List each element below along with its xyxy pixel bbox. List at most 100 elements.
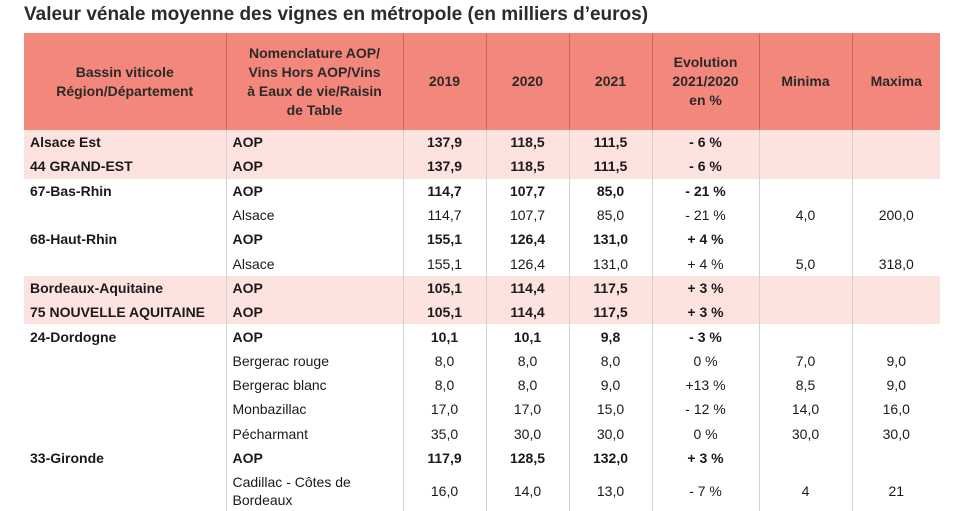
cell-evolution: - 3 % bbox=[651, 324, 759, 349]
cell-2021: 131,0 bbox=[568, 227, 652, 252]
cell-2020: 107,7 bbox=[485, 178, 569, 203]
cell-minima bbox=[758, 275, 852, 301]
cell-2021: 9,8 bbox=[568, 324, 652, 349]
cell-maxima: 21 bbox=[851, 470, 940, 511]
cell-maxima bbox=[851, 324, 940, 349]
cell-minima: 7,0 bbox=[758, 348, 852, 373]
cell-region: 67-Bas-Rhin bbox=[30, 182, 112, 199]
cell-2020: 126,4 bbox=[485, 251, 569, 276]
cell-region bbox=[24, 397, 226, 421]
cell-maxima: 30,0 bbox=[851, 421, 940, 446]
cell-minima: 4 bbox=[758, 470, 852, 511]
cell-2019: 8,0 bbox=[402, 348, 486, 373]
table-row: Pécharmant 35,0 30,0 30,0 0 % 30,0 30,0 bbox=[24, 421, 940, 446]
cell-nomenclature: Bergerac rouge bbox=[225, 348, 403, 373]
cell-nomenclature: AOP bbox=[225, 130, 403, 155]
cell-nomenclature: AOP bbox=[225, 445, 403, 471]
cell-region: Alsace Est bbox=[24, 130, 226, 155]
cell-region bbox=[24, 251, 226, 275]
table-row: 68-Haut-Rhin AOP 155,1 126,4 131,0 + 4 % bbox=[24, 227, 940, 252]
cell-maxima bbox=[851, 130, 940, 155]
vineyard-value-table: Bassin viticole Région/Département Nomen… bbox=[24, 33, 940, 511]
cell-2020: 126,4 bbox=[485, 227, 569, 252]
cell-nomenclature: AOP bbox=[225, 154, 403, 179]
table-row: 44 GRAND-EST AOP 137,9 118,5 111,5- 6 % bbox=[24, 154, 940, 179]
cell-region: 68-Haut-Rhin bbox=[30, 231, 118, 248]
cell-2020: 14,0 bbox=[485, 470, 569, 511]
cell-minima bbox=[758, 154, 852, 179]
cell-2021: 111,5 bbox=[568, 154, 652, 179]
table-row: Alsace 114,7 107,7 85,0- 21 % 4,0 200,0 bbox=[24, 202, 940, 228]
cell-2020: 17,0 bbox=[485, 397, 569, 422]
cell-minima bbox=[758, 445, 852, 471]
cell-2021: 85,0 bbox=[568, 202, 652, 228]
cell-2019: 17,0 bbox=[402, 397, 486, 422]
table-row: 75 NOUVELLE AQUITAINE AOP 105,1 114,4 117,5 +… bbox=[24, 300, 940, 325]
cell-region bbox=[24, 203, 226, 227]
cell-evolution: - 12 % bbox=[651, 397, 759, 422]
cell-2020: 8,0 bbox=[485, 372, 569, 398]
cell-evolution: - 6 % bbox=[651, 154, 759, 179]
table-row: 24-Dordogne AOP 10,1 10,1 9,8- 3 % bbox=[24, 324, 940, 349]
cell-minima bbox=[758, 300, 852, 325]
table-row: 67-Bas-Rhin AOP 114,7 107,7 85,0- 21 % bbox=[24, 178, 940, 203]
cell-evolution: - 6 % bbox=[651, 130, 759, 155]
header-nomenclature: Nomenclature AOP/ Vins Hors AOP/Vins à E… bbox=[225, 33, 403, 130]
cell-maxima bbox=[851, 445, 940, 471]
cell-2021: 15,0 bbox=[568, 397, 652, 422]
table-row: Bergerac rouge 8,0 8,0 8,0 0 % 7,0 9,0 bbox=[24, 348, 940, 373]
cell-region bbox=[24, 373, 226, 397]
table-row: Bordeaux-Aquitaine AOP 105,1 114,4 117,5 + 3 … bbox=[24, 275, 940, 301]
cell-maxima: 318,0 bbox=[851, 251, 940, 276]
cell-nomenclature: AOP bbox=[225, 324, 403, 349]
cell-2019: 117,9 bbox=[402, 445, 486, 471]
cell-evolution: - 21 % bbox=[651, 202, 759, 228]
cell-region: 24-Dordogne bbox=[30, 328, 117, 345]
cell-evolution: + 4 % bbox=[651, 251, 759, 276]
cell-2019: 114,7 bbox=[402, 178, 486, 203]
cell-minima bbox=[758, 178, 852, 203]
header-2021: 2021 bbox=[568, 33, 652, 130]
cell-region: 75 NOUVELLE AQUITAINE bbox=[24, 300, 226, 325]
cell-minima: 14,0 bbox=[758, 397, 852, 422]
cell-nomenclature: Cadillac - Côtes de Bordeaux bbox=[225, 470, 403, 511]
cell-region: 44 GRAND-EST bbox=[24, 154, 226, 179]
cell-2020: 30,0 bbox=[485, 421, 569, 446]
cell-minima: 5,0 bbox=[758, 251, 852, 276]
cell-nomenclature: Pécharmant bbox=[225, 421, 403, 446]
cell-2021: 117,5 bbox=[568, 300, 652, 325]
table-row: 33-Gironde AOP 117,9 128,5 132,0 + 3 % bbox=[24, 445, 940, 471]
cell-nomenclature: AOP bbox=[225, 178, 403, 203]
cell-minima bbox=[758, 130, 852, 155]
cell-region: Bordeaux-Aquitaine bbox=[24, 275, 226, 301]
cell-2020: 114,4 bbox=[485, 275, 569, 301]
header-evolution: Evolution 2021/2020 en % bbox=[651, 33, 759, 130]
header-maxima: Maxima bbox=[851, 33, 940, 130]
cell-evolution: 0 % bbox=[651, 348, 759, 373]
cell-nomenclature: Alsace bbox=[225, 251, 403, 276]
cell-2021: 132,0 bbox=[568, 445, 652, 471]
cell-minima bbox=[758, 227, 852, 252]
cell-evolution: 0 % bbox=[651, 421, 759, 446]
cell-2019: 155,1 bbox=[402, 227, 486, 252]
cell-2021: 85,0 bbox=[568, 178, 652, 203]
cell-evolution: - 7 % bbox=[651, 470, 759, 511]
cell-2021: 117,5 bbox=[568, 275, 652, 301]
cell-2020: 118,5 bbox=[485, 154, 569, 179]
cell-maxima: 9,0 bbox=[851, 372, 940, 398]
cell-2019: 155,1 bbox=[402, 251, 486, 276]
cell-minima: 4,0 bbox=[758, 202, 852, 228]
cell-nomenclature: AOP bbox=[225, 275, 403, 301]
cell-2020: 118,5 bbox=[485, 130, 569, 155]
cell-minima: 8,5 bbox=[758, 372, 852, 398]
cell-evolution: +13 % bbox=[651, 372, 759, 398]
cell-evolution: + 3 % bbox=[651, 445, 759, 471]
cell-2021: 131,0 bbox=[568, 251, 652, 276]
cell-2019: 137,9 bbox=[402, 154, 486, 179]
cell-minima bbox=[758, 324, 852, 349]
cell-evolution: + 4 % bbox=[651, 227, 759, 252]
cell-nomenclature: Alsace bbox=[225, 202, 403, 228]
table-row: Bergerac blanc 8,0 8,0 9,0 +13 % 8,5 9,0 bbox=[24, 372, 940, 398]
cell-maxima: 9,0 bbox=[851, 348, 940, 373]
cell-2020: 114,4 bbox=[485, 300, 569, 325]
